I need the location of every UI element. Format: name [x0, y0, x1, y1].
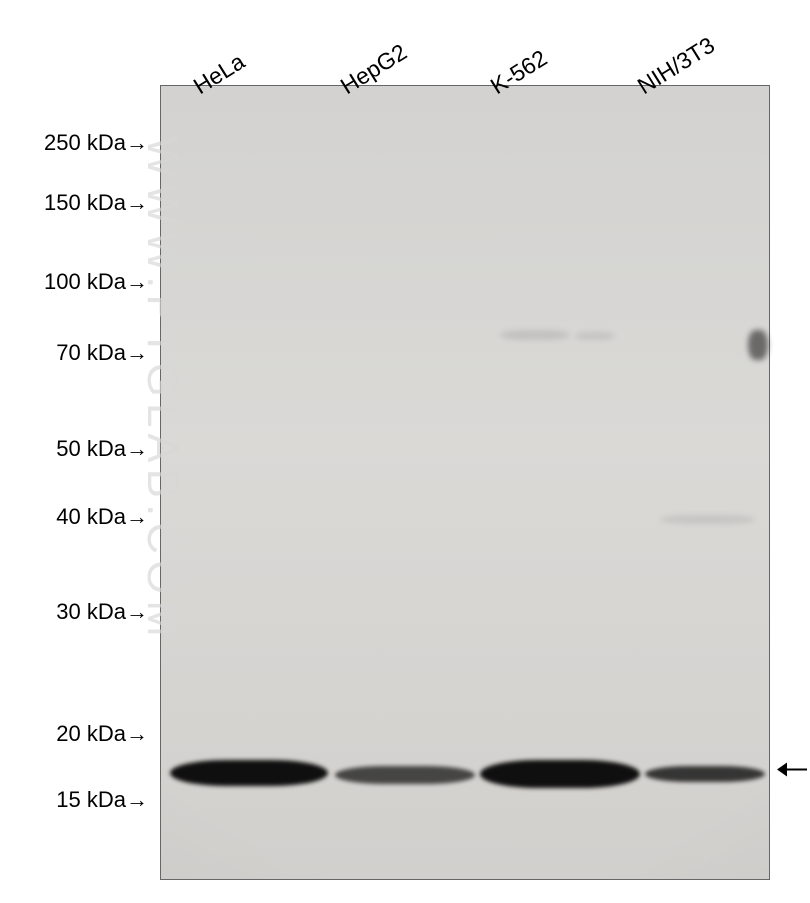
ladder-label: 70 kDa→ [56, 340, 148, 366]
ladder-label: 40 kDa→ [56, 504, 148, 530]
ladder-label: 250 kDa→ [44, 130, 148, 156]
faint-band [575, 332, 615, 340]
figure-root: WWW.PTGLAB.COM 250 kDa→150 kDa→100 kDa→7… [0, 0, 810, 903]
ladder-label: 50 kDa→ [56, 436, 148, 462]
ladder-label: 30 kDa→ [56, 599, 148, 625]
protein-band [170, 760, 328, 786]
ladder-label: 150 kDa→ [44, 190, 148, 216]
faint-band [500, 330, 570, 340]
ladder-label: 20 kDa→ [56, 721, 148, 747]
protein-band [645, 766, 765, 782]
arrow-icon [776, 761, 808, 779]
ladder-label: 100 kDa→ [44, 269, 148, 295]
faint-band [748, 330, 768, 360]
target-arrow [776, 761, 808, 784]
faint-band [660, 515, 755, 524]
protein-band [335, 766, 475, 784]
protein-band [480, 760, 640, 788]
ladder-label: 15 kDa→ [56, 787, 148, 813]
